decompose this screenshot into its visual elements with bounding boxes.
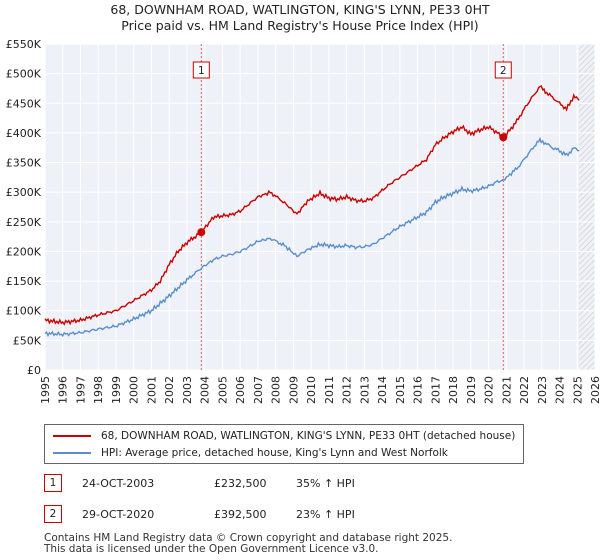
x-tick-label: 2026 — [589, 376, 600, 404]
y-tick-label: £450K — [6, 97, 42, 110]
x-tick-label: 2014 — [376, 376, 389, 404]
sale-box-label-1: 1 — [198, 65, 205, 77]
x-tick-label: 2017 — [429, 376, 442, 404]
y-tick-label: £300K — [6, 186, 42, 199]
sale-box-label-2: 2 — [500, 65, 507, 77]
x-tick-label: 2001 — [145, 376, 158, 404]
y-tick-label: £250K — [6, 216, 42, 229]
x-tick-label: 2012 — [341, 376, 354, 404]
y-tick-label: £50K — [13, 334, 42, 347]
y-tick-label: £350K — [6, 157, 42, 170]
sale-point-1 — [197, 228, 206, 237]
sale-date-1: 24-OCT-2003 — [82, 476, 155, 490]
x-tick-label: 2022 — [518, 376, 531, 404]
legend-label-hpi: HPI: Average price, detached house, King… — [101, 447, 448, 459]
x-tick-label: 2011 — [323, 376, 336, 404]
x-tick-label: 2025 — [571, 376, 584, 404]
x-tick-label: 2019 — [465, 376, 478, 404]
sale-date-2: 29-OCT-2020 — [82, 507, 155, 521]
x-tick-label: 2021 — [500, 376, 513, 404]
y-tick-label: £100K — [6, 305, 42, 318]
forecast-hatch — [579, 44, 595, 370]
x-tick-label: 2006 — [234, 376, 247, 404]
x-tick-label: 2007 — [252, 376, 265, 404]
sale-row-2: 2 29-OCT-2020 £392,500 23% ↑ HPI — [44, 505, 355, 523]
x-tick-label: 2005 — [216, 376, 229, 404]
price-chart: £0 £50K £100K £150K £200K £250K £300K £350K £400… — [6, 38, 600, 404]
sale-badge-1: 1 — [44, 474, 62, 492]
series-line-hpi — [44, 136, 580, 338]
x-tick-label: 2008 — [270, 376, 283, 404]
x-tick-label: 2000 — [128, 376, 141, 404]
x-tick-label: 1999 — [110, 376, 123, 404]
sale-price-1: £232,500 — [214, 476, 267, 490]
footer-licence: This data is licensed under the Open Gov… — [44, 543, 379, 555]
x-tick-label: 2015 — [394, 376, 407, 404]
x-tick-label: 2002 — [163, 376, 176, 404]
x-tick-label: 2023 — [536, 376, 549, 404]
x-tick-label: 2009 — [287, 376, 300, 404]
legend-item-hpi: HPI: Average price, detached house, King… — [53, 445, 448, 461]
chart-title-line2: Price paid vs. HM Land Registry's House … — [121, 18, 479, 33]
x-tick-label: 2020 — [483, 376, 496, 404]
chart-legend: 68, DOWNHAM ROAD, WATLINGTON, KING'S LYN… — [44, 424, 524, 464]
y-tick-label: £200K — [6, 245, 42, 258]
x-tick-label: 2016 — [412, 376, 425, 404]
sale-price-2: £392,500 — [214, 507, 267, 521]
x-tick-label: 2013 — [358, 376, 371, 404]
y-tick-label: £0 — [27, 364, 41, 377]
sale-hpi-2: 23% ↑ HPI — [296, 507, 355, 521]
x-tick-label: 1998 — [92, 376, 105, 404]
footer-copyright: Contains HM Land Registry data © Crown c… — [44, 532, 453, 544]
y-tick-label: £550K — [6, 38, 42, 51]
x-tick-label: 2024 — [554, 376, 567, 404]
y-tick-label: £500K — [6, 68, 42, 81]
sale-row-1: 1 24-OCT-2003 £232,500 35% ↑ HPI — [44, 474, 355, 492]
sale-hpi-1: 35% ↑ HPI — [296, 476, 355, 490]
y-tick-label: £150K — [6, 275, 42, 288]
series-line-property — [44, 85, 580, 326]
plot-background — [45, 44, 595, 370]
x-tick-label: 1996 — [57, 376, 70, 404]
chart-title-line1: 68, DOWNHAM ROAD, WATLINGTON, KING'S LYN… — [110, 2, 490, 17]
sale-point-2 — [499, 133, 508, 142]
sale-box-1 — [192, 61, 210, 79]
x-tick-label: 2010 — [305, 376, 318, 404]
x-tick-label: 1995 — [39, 376, 52, 404]
x-tick-label: 2004 — [199, 376, 212, 404]
legend-swatch-red — [53, 435, 91, 437]
legend-item-property: 68, DOWNHAM ROAD, WATLINGTON, KING'S LYN… — [53, 428, 515, 444]
x-tick-label: 1997 — [74, 376, 87, 404]
legend-swatch-blue — [53, 452, 91, 454]
y-tick-label: £400K — [6, 127, 42, 140]
sale-badge-2: 2 — [44, 505, 62, 523]
sale-box-2 — [494, 61, 512, 79]
x-tick-label: 2003 — [181, 376, 194, 404]
x-tick-label: 2018 — [447, 376, 460, 404]
legend-label-property: 68, DOWNHAM ROAD, WATLINGTON, KING'S LYN… — [101, 430, 516, 442]
